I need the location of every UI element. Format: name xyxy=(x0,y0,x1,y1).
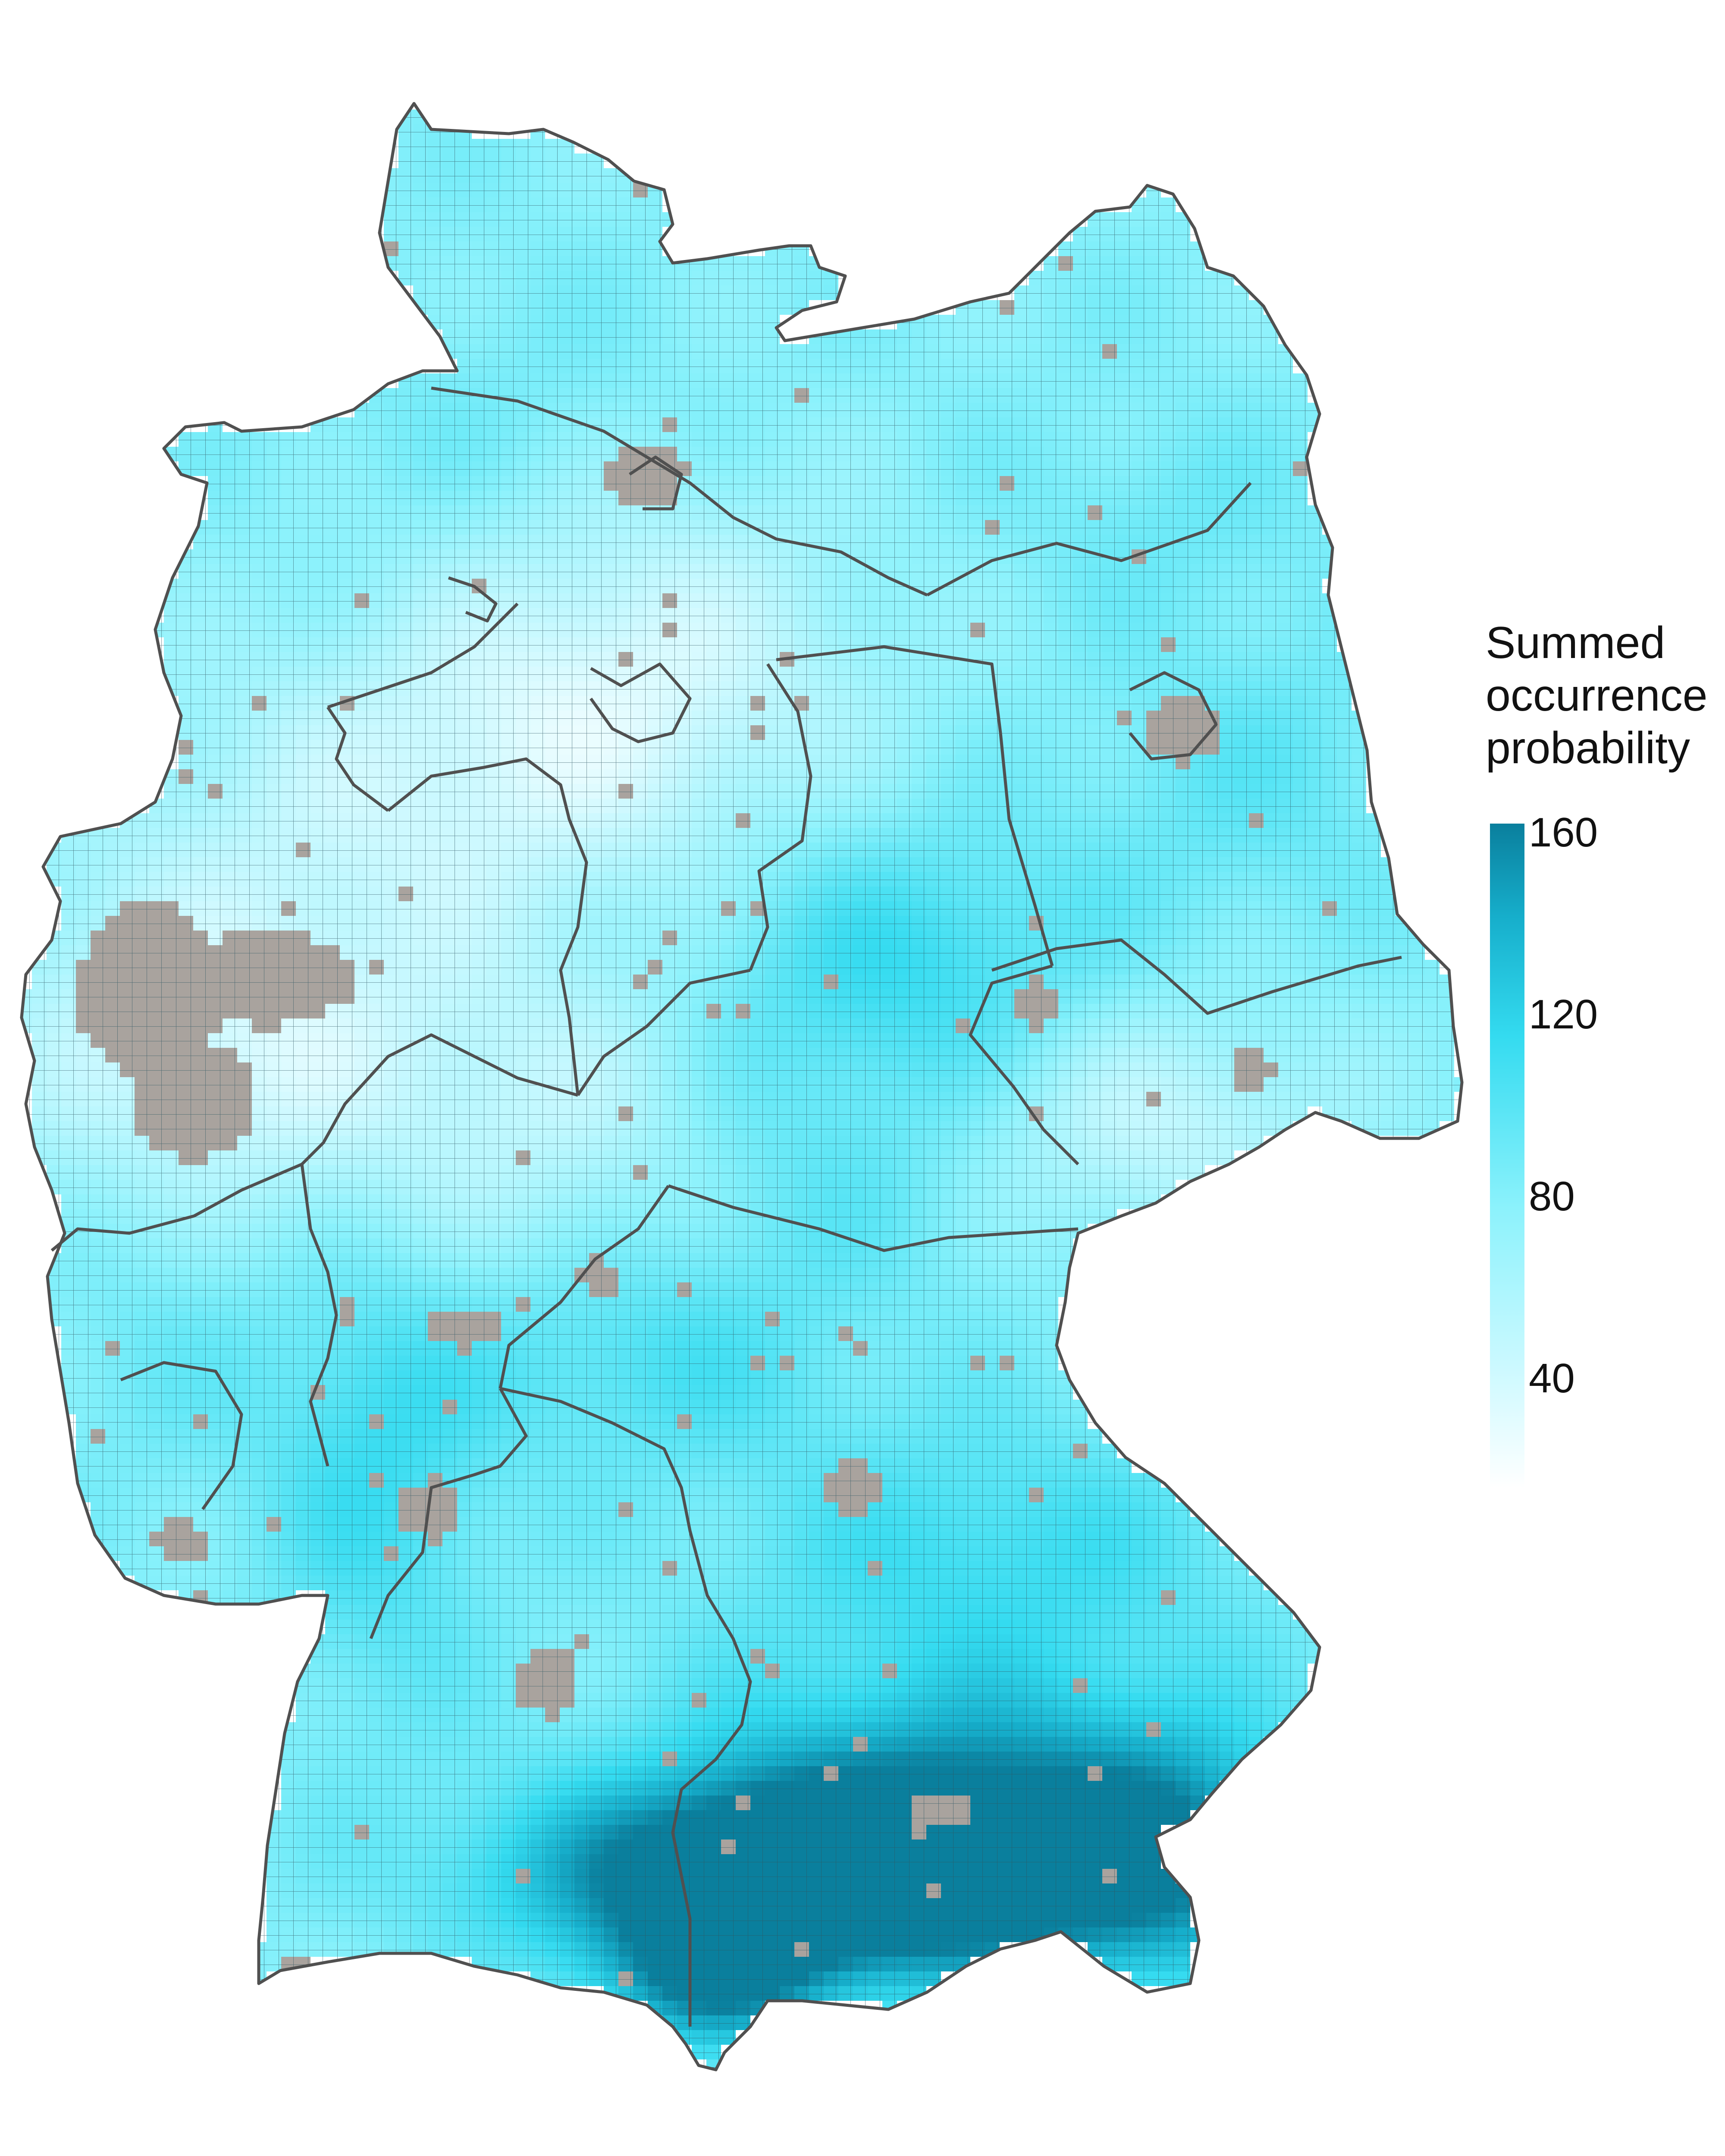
state-border xyxy=(1129,671,1218,761)
state-border xyxy=(629,455,683,511)
state-border xyxy=(969,964,1079,1166)
state-border xyxy=(120,1361,243,1510)
legend-tick-label: 80 xyxy=(1529,1173,1575,1219)
state-border xyxy=(369,1388,528,1639)
state-border xyxy=(50,1163,303,1252)
state-border xyxy=(326,706,389,812)
state-border xyxy=(926,482,1252,597)
legend-title-line-2: occurrence xyxy=(1486,671,1708,721)
state-border xyxy=(301,1033,578,1166)
country-border xyxy=(20,102,1464,2071)
legend-title-line-1: Summed xyxy=(1486,618,1665,668)
state-borders xyxy=(20,102,1464,2071)
state-border xyxy=(387,757,588,1096)
state-border xyxy=(590,662,692,743)
state-border xyxy=(327,602,519,709)
state-border xyxy=(300,1164,338,1467)
state-border xyxy=(500,1387,752,2027)
legend-title: Summed occurrence probability xyxy=(1486,617,1707,774)
state-border xyxy=(577,968,751,1096)
legend-colorbar xyxy=(1490,824,1524,1488)
state-border xyxy=(448,576,498,623)
state-border xyxy=(668,1184,1079,1252)
state-border xyxy=(776,645,1054,966)
legend-tick-label: 120 xyxy=(1529,991,1598,1037)
legend-tick-label: 160 xyxy=(1529,809,1598,856)
state-border xyxy=(991,938,1402,1015)
state-border xyxy=(749,663,812,971)
state-border xyxy=(499,1185,670,1389)
legend-title-line-3: probability xyxy=(1486,723,1690,773)
state-border xyxy=(431,386,928,597)
legend-tick-label: 40 xyxy=(1529,1355,1575,1401)
